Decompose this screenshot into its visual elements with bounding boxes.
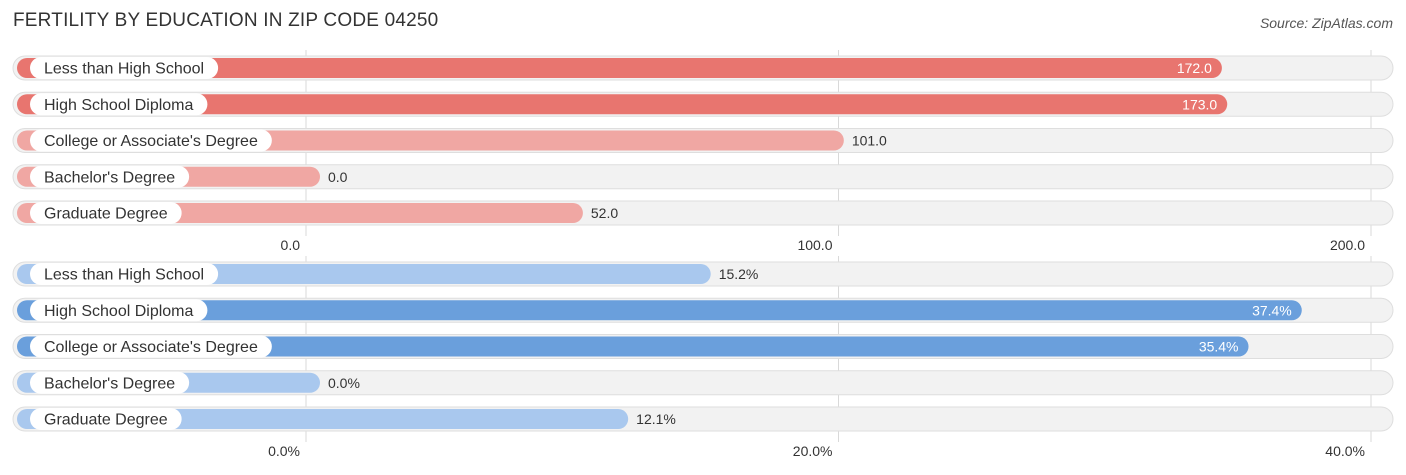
bar-row: Bachelor's Degree 0.0 bbox=[12, 164, 1394, 190]
value-label: 15.2% bbox=[719, 266, 759, 282]
category-label-pill bbox=[30, 263, 219, 285]
category-label: Less than High School bbox=[44, 267, 204, 284]
category-label: Bachelor's Degree bbox=[44, 169, 175, 186]
value-label: 173.0 bbox=[1182, 96, 1217, 112]
fertility-chart-count: Less than High School 172.0 High School Di… bbox=[0, 50, 1406, 255]
category-label-pill bbox=[30, 57, 219, 79]
tick-label: 200.0 bbox=[1330, 237, 1365, 253]
chart-svg-percent: Less than High School 15.2% High School Di… bbox=[12, 256, 1394, 459]
category-label: Bachelor's Degree bbox=[44, 375, 175, 392]
value-label: 172.0 bbox=[1177, 60, 1212, 76]
bar bbox=[17, 94, 1228, 115]
category-label-pill bbox=[30, 202, 182, 224]
category-label: Less than High School bbox=[44, 61, 204, 78]
fertility-chart-percent: Less than High School 15.2% High School Di… bbox=[0, 256, 1406, 461]
value-label: 52.0 bbox=[591, 205, 618, 221]
category-label: College or Associate's Degree bbox=[44, 133, 258, 150]
value-label: 0.0 bbox=[328, 169, 348, 185]
bar-row: College or Associate's Degree 101.0 bbox=[12, 128, 1394, 153]
tick-label: 20.0% bbox=[793, 443, 833, 459]
bar bbox=[17, 58, 1222, 78]
category-label: High School Diploma bbox=[44, 97, 194, 114]
category-label: Graduate Degree bbox=[44, 206, 168, 223]
bar-row: Less than High School 15.2% bbox=[12, 261, 1394, 287]
bar bbox=[17, 336, 1249, 357]
category-label-pill bbox=[30, 371, 190, 394]
value-label: 0.0% bbox=[328, 375, 360, 391]
tick-label: 100.0 bbox=[797, 237, 832, 253]
category-label: Graduate Degree bbox=[44, 412, 168, 429]
bar-row: High School Diploma 37.4% bbox=[12, 297, 1394, 323]
value-label: 101.0 bbox=[852, 133, 887, 149]
category-label-pill bbox=[30, 93, 208, 116]
chart-title: FERTILITY BY EDUCATION IN ZIP CODE 04250 bbox=[13, 10, 439, 31]
value-label: 35.4% bbox=[1199, 339, 1239, 355]
tick-label: 0.0 bbox=[281, 237, 301, 253]
bar-row: Graduate Degree 12.1% bbox=[12, 406, 1394, 432]
category-label-pill bbox=[30, 335, 272, 358]
bar-row: Bachelor's Degree 0.0% bbox=[12, 370, 1394, 396]
category-label-pill bbox=[30, 129, 272, 152]
category-label-pill bbox=[30, 165, 190, 188]
bar-row: High School Diploma 173.0 bbox=[12, 91, 1394, 117]
value-label: 12.1% bbox=[636, 411, 676, 427]
bar-row: College or Associate's Degree 35.4% bbox=[12, 334, 1394, 359]
tick-label: 40.0% bbox=[1325, 443, 1365, 459]
chart-svg-count: Less than High School 172.0 High School Di… bbox=[12, 50, 1394, 253]
row-track bbox=[12, 164, 1394, 190]
bar bbox=[17, 300, 1302, 321]
category-label-pill bbox=[30, 408, 182, 430]
bar-row: Graduate Degree 52.0 bbox=[12, 200, 1394, 226]
bar-row: Less than High School 172.0 bbox=[12, 55, 1394, 81]
category-label: College or Associate's Degree bbox=[44, 339, 258, 356]
category-label: High School Diploma bbox=[44, 303, 194, 320]
row-track bbox=[12, 370, 1394, 396]
value-label: 37.4% bbox=[1252, 302, 1292, 318]
source-note: Source: ZipAtlas.com bbox=[1259, 15, 1393, 31]
category-label-pill bbox=[30, 299, 208, 322]
tick-label: 0.0% bbox=[268, 443, 300, 459]
